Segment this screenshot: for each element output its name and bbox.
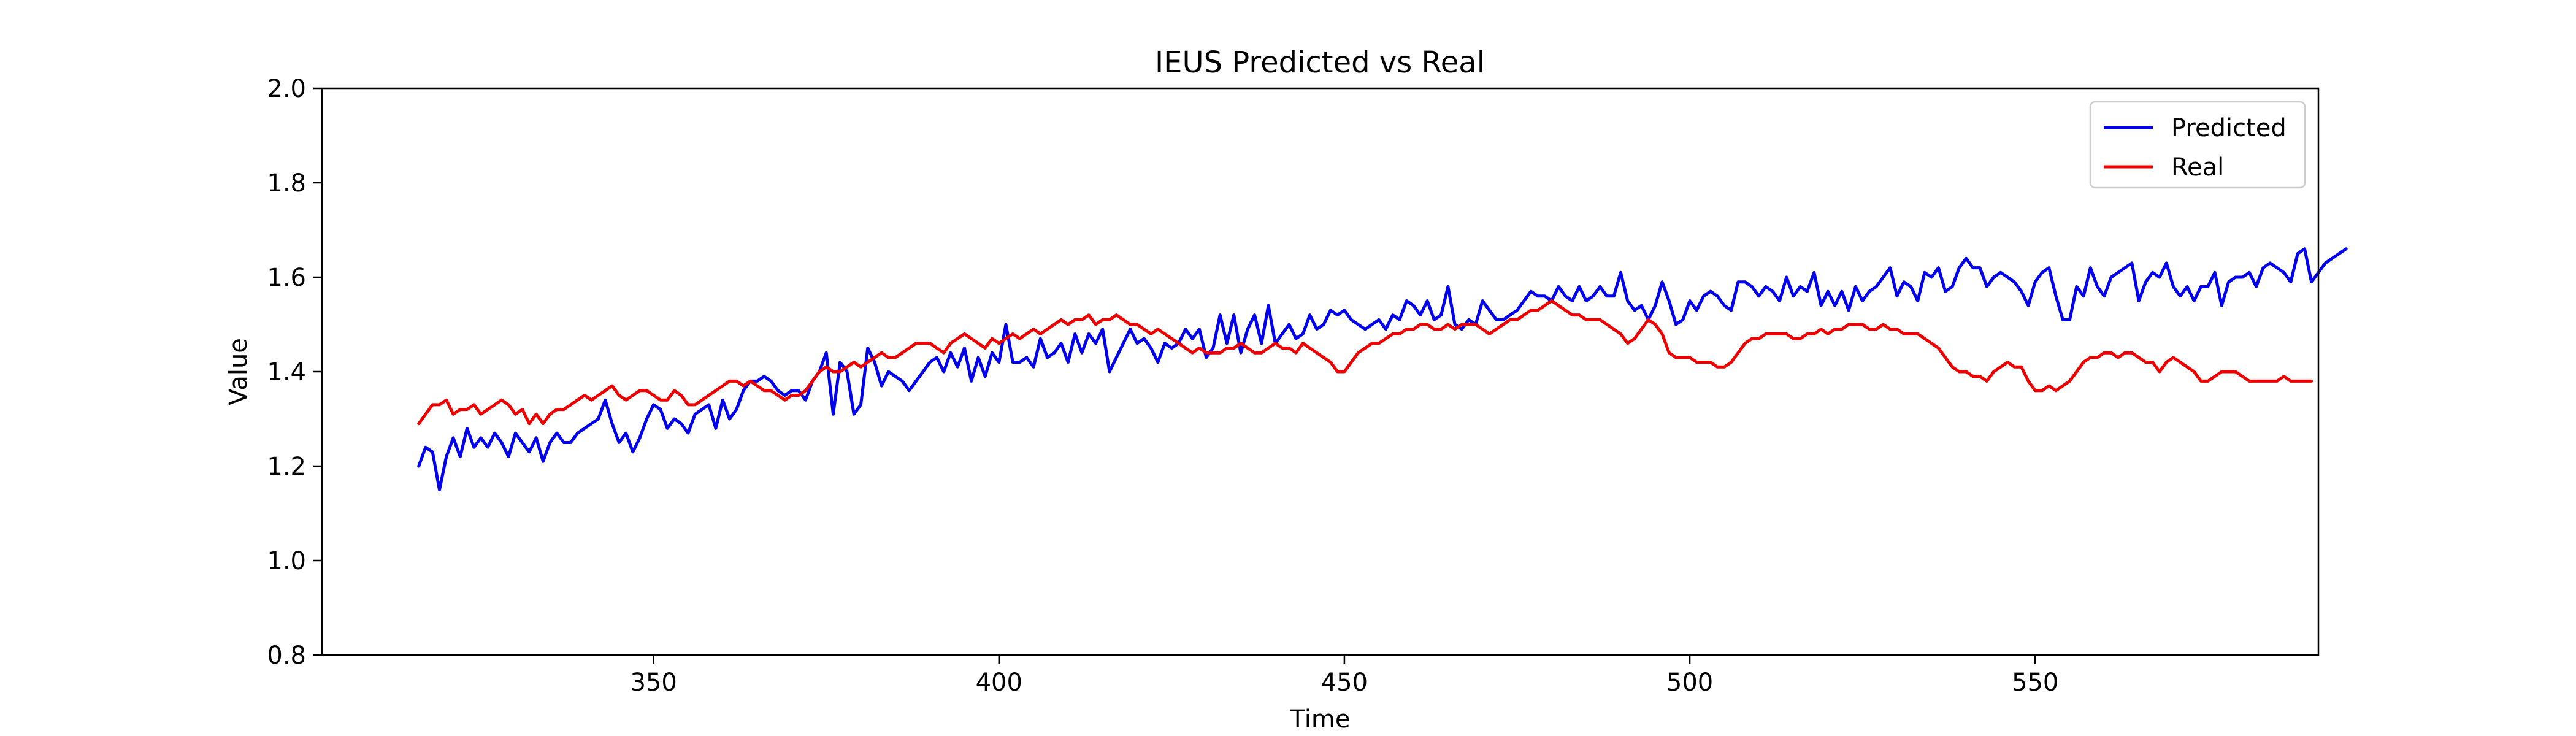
- legend-label-real: Real: [2171, 153, 2224, 182]
- y-tick-label: 1.2: [267, 453, 306, 481]
- y-axis: 0.8 1.0 1.2 1.4 1.6 1.8 2.0: [267, 75, 322, 670]
- legend: Predicted Real: [2089, 101, 2306, 189]
- y-tick-label: 1.0: [267, 547, 306, 575]
- x-tick-label: 350: [630, 669, 677, 697]
- y-tick-label: 0.8: [267, 642, 306, 670]
- series-line-real: [417, 299, 2313, 426]
- x-tick-label: 450: [1321, 669, 1368, 697]
- y-tick-label: 1.6: [267, 264, 306, 292]
- legend-label-predicted: Predicted: [2171, 114, 2287, 142]
- chart-title: IEUS Predicted vs Real: [1155, 45, 1485, 80]
- x-tick-label: 500: [1666, 669, 1713, 697]
- y-tick-label: 1.4: [267, 358, 306, 386]
- y-tick-label: 1.8: [267, 169, 306, 197]
- series-layer: [417, 247, 2348, 491]
- x-axis-title: Time: [1290, 705, 1351, 734]
- y-tick-label: 2.0: [267, 75, 306, 103]
- x-axis: 350 400 450 500 550: [630, 655, 2058, 697]
- x-tick-label: 550: [2012, 669, 2058, 697]
- x-tick-label: 400: [976, 669, 1022, 697]
- series-line-predicted: [417, 247, 2348, 491]
- y-axis-title: Value: [224, 338, 253, 405]
